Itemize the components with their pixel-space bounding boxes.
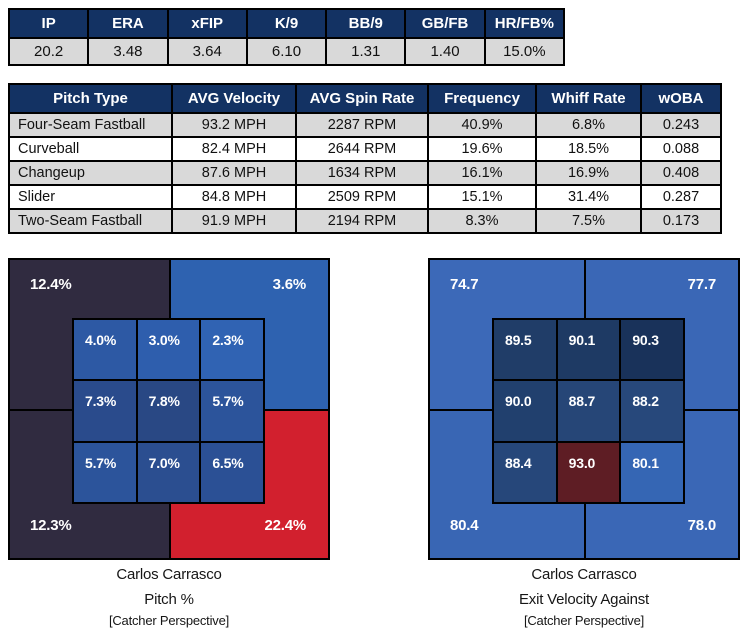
zone-cell: 2.3% (201, 320, 263, 380)
zone-cell: 80.1 (621, 442, 683, 502)
cell-value: 0.408 (640, 160, 722, 186)
zone-cell: 4.0% (74, 320, 136, 380)
pitch-name: Two-Seam Fastball (8, 208, 173, 234)
zone-cell: 89.5 (494, 320, 556, 380)
cell-value: 1634 RPM (295, 160, 429, 186)
cell-value: 6.8% (535, 112, 642, 138)
metric-label: Exit Velocity Against (518, 591, 650, 608)
table-row: Slider 84.8 MPH 2509 RPM 15.1% 31.4% 0.2… (8, 184, 722, 210)
zone-value: 12.3% (30, 517, 72, 534)
cell-value: 8.3% (427, 208, 537, 234)
stat-value: 6.10 (245, 37, 328, 66)
stat-value: 1.40 (404, 37, 486, 66)
column-header: BB/9 (325, 8, 407, 39)
summary-stats-table: IP ERA xFIP K/9 BB/9 GB/FB HR/FB% 20.2 3… (7, 8, 566, 66)
exit-velocity-heatmap: 74.7 77.7 80.4 78.0 89.5 90.1 90.3 90.0 … (428, 258, 740, 560)
zone-value: 78.0 (687, 517, 717, 534)
pitch-name: Curveball (8, 136, 173, 162)
stat-value: 3.64 (166, 37, 248, 66)
column-header: GB/FB (404, 8, 486, 39)
zone-value: 77.7 (687, 276, 717, 293)
metric-label: Pitch % (144, 591, 194, 608)
cell-value: 2194 RPM (295, 208, 429, 234)
table-row: Curveball 82.4 MPH 2644 RPM 19.6% 18.5% … (8, 136, 722, 162)
player-name: Carlos Carrasco (116, 566, 222, 583)
player-name: Carlos Carrasco (531, 566, 637, 583)
pitch-pct-caption: Carlos Carrasco Pitch % [Catcher Perspec… (8, 566, 330, 629)
column-header: xFIP (166, 8, 248, 39)
zone-cell: 7.8% (137, 381, 200, 441)
zone-cell: 90.0 (494, 381, 556, 441)
zone-cell: 5.7% (201, 381, 263, 441)
zone-cell: 90.1 (557, 320, 620, 380)
cell-value: 2644 RPM (295, 136, 429, 162)
column-header: AVG Spin Rate (295, 83, 429, 114)
zone-value: 12.4% (30, 276, 72, 293)
perspective-label: [Catcher Perspective] (108, 613, 230, 628)
summary-header-row: IP ERA xFIP K/9 BB/9 GB/FB HR/FB% (7, 8, 566, 39)
column-header: HR/FB% (483, 8, 566, 39)
exit-velocity-caption: Carlos Carrasco Exit Velocity Against [C… (428, 566, 740, 629)
pitch-name: Changeup (8, 160, 173, 186)
strike-zone-grid: 4.0% 3.0% 2.3% 7.3% 7.8% 5.7% 5.7% 7.0% … (72, 318, 265, 504)
cell-value: 16.1% (427, 160, 537, 186)
zone-cell: 7.3% (74, 381, 136, 441)
column-header: ERA (87, 8, 169, 39)
cell-value: 84.8 MPH (171, 184, 297, 210)
cell-value: 15.1% (427, 184, 537, 210)
cell-value: 19.6% (427, 136, 537, 162)
zone-cell: 7.0% (137, 442, 200, 502)
cell-value: 87.6 MPH (171, 160, 297, 186)
cell-value: 91.9 MPH (171, 208, 297, 234)
column-header: IP (7, 8, 90, 39)
pitch-name: Slider (8, 184, 173, 210)
pitch-pct-heatmap: 12.4% 3.6% 12.3% 22.4% 4.0% 3.0% 2.3% 7.… (8, 258, 330, 560)
zone-cell: 5.7% (74, 442, 136, 502)
cell-value: 7.5% (535, 208, 642, 234)
zone-cell: 93.0 (557, 442, 620, 502)
zone-value: 74.7 (450, 276, 479, 293)
zone-value: 22.4% (264, 517, 306, 534)
cell-value: 18.5% (535, 136, 642, 162)
cell-value: 93.2 MPH (171, 112, 297, 138)
cell-value: 2287 RPM (295, 112, 429, 138)
cell-value: 0.287 (640, 184, 722, 210)
column-header: Whiff Rate (535, 83, 642, 114)
pitch-name: Four-Seam Fastball (8, 112, 173, 138)
zone-value: 3.6% (272, 276, 307, 293)
cell-value: 16.9% (535, 160, 642, 186)
table-row: Two-Seam Fastball 91.9 MPH 2194 RPM 8.3%… (8, 208, 722, 234)
cell-value: 31.4% (535, 184, 642, 210)
zone-cell: 88.7 (557, 381, 620, 441)
stat-value: 15.0% (483, 37, 566, 66)
cell-value: 0.243 (640, 112, 722, 138)
pitch-header-row: Pitch Type AVG Velocity AVG Spin Rate Fr… (8, 83, 722, 114)
column-header: AVG Velocity (171, 83, 297, 114)
cell-value: 82.4 MPH (171, 136, 297, 162)
column-header: Frequency (427, 83, 537, 114)
stat-value: 1.31 (325, 37, 407, 66)
zone-value: 80.4 (450, 517, 479, 534)
column-header: K/9 (245, 8, 328, 39)
strike-zone-grid: 89.5 90.1 90.3 90.0 88.7 88.2 88.4 93.0 … (492, 318, 685, 504)
cell-value: 0.173 (640, 208, 722, 234)
stat-value: 20.2 (7, 37, 90, 66)
zone-cell: 6.5% (201, 442, 263, 502)
zone-cell: 90.3 (621, 320, 683, 380)
summary-value-row: 20.2 3.48 3.64 6.10 1.31 1.40 15.0% (7, 37, 566, 66)
column-header: Pitch Type (8, 83, 173, 114)
table-row: Four-Seam Fastball 93.2 MPH 2287 RPM 40.… (8, 112, 722, 138)
pitch-type-table: Pitch Type AVG Velocity AVG Spin Rate Fr… (8, 83, 722, 234)
column-header: wOBA (640, 83, 722, 114)
zone-cell: 88.4 (494, 442, 556, 502)
zone-cell: 3.0% (137, 320, 200, 380)
stat-value: 3.48 (87, 37, 169, 66)
perspective-label: [Catcher Perspective] (523, 613, 645, 628)
cell-value: 2509 RPM (295, 184, 429, 210)
zone-cell: 88.2 (621, 381, 683, 441)
cell-value: 40.9% (427, 112, 537, 138)
table-row: Changeup 87.6 MPH 1634 RPM 16.1% 16.9% 0… (8, 160, 722, 186)
cell-value: 0.088 (640, 136, 722, 162)
